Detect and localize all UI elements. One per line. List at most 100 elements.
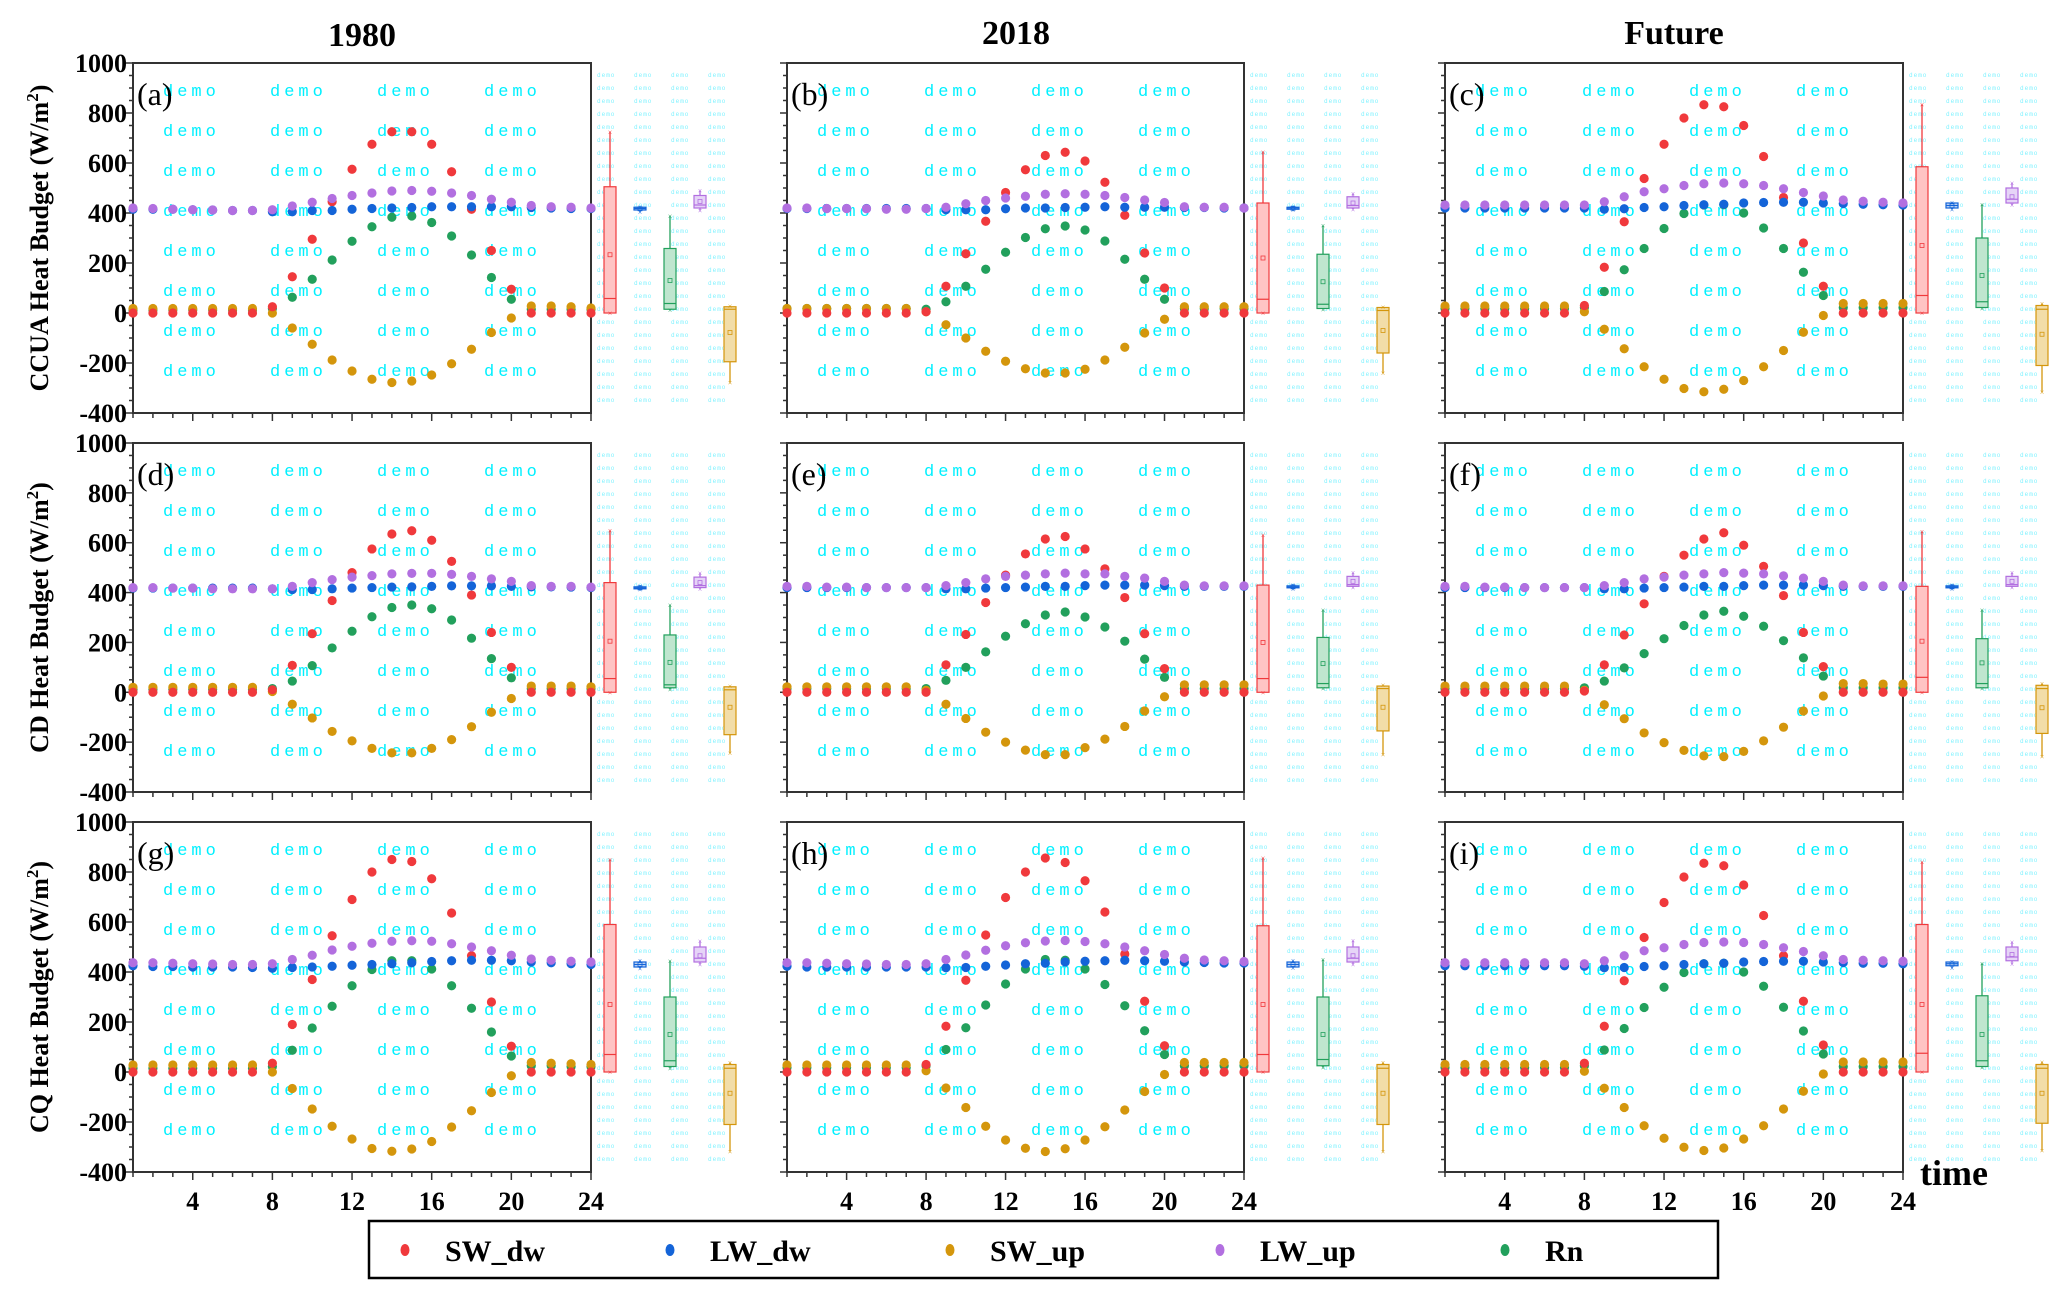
box-plot-LW_up: ××	[2005, 179, 2019, 210]
data-point-LW_up	[1500, 958, 1510, 968]
data-point-LW_dw	[367, 959, 377, 970]
watermark-text: demo	[1324, 306, 1342, 313]
data-point-Rn	[1818, 671, 1828, 681]
data-point-SW_up	[1639, 362, 1649, 372]
watermark-text: demo	[1361, 137, 1379, 144]
watermark-text: demo	[2020, 1013, 2038, 1020]
watermark-text: demo	[1361, 241, 1379, 248]
watermark-text: demo	[2020, 1143, 2038, 1150]
box-plots: ××××××××××	[603, 128, 737, 388]
watermark-text: demo	[1983, 228, 2001, 235]
watermark-text: demo	[817, 1122, 874, 1141]
data-point-SW_dw	[1858, 308, 1868, 318]
data-point-SW_dw	[961, 629, 971, 640]
watermark-text: demo	[1287, 137, 1305, 144]
watermark-text: demo	[597, 319, 615, 326]
box-min-marker: ×	[1351, 961, 1356, 970]
watermark-text: demo	[1287, 1091, 1305, 1098]
data-point-SW_dw	[1520, 687, 1530, 697]
watermark-text: demo	[1689, 882, 1746, 901]
data-point-SW_up	[1520, 1059, 1530, 1070]
data-point-Rn	[1060, 221, 1070, 231]
column-title-1980: 1980	[328, 17, 396, 54]
data-point-LW_dw	[1060, 581, 1070, 591]
data-point-SW_dw	[861, 1067, 872, 1077]
data-point-SW_dw	[1040, 853, 1050, 863]
data-point-Rn	[327, 255, 337, 265]
data-point-SW_dw	[1460, 687, 1470, 697]
watermark-text: demo	[597, 896, 615, 903]
watermark-text: demo	[708, 831, 726, 838]
watermark-text: demo	[1287, 241, 1305, 248]
data-point-LW_up	[1759, 939, 1769, 950]
watermark-text: demo	[1250, 751, 1268, 758]
data-point-LW_dw	[1759, 197, 1769, 208]
watermark-text: demo	[1475, 1002, 1532, 1021]
watermark-text: demo	[1983, 1078, 2001, 1085]
watermark-text: demo	[1250, 397, 1268, 404]
watermark-text: demo	[671, 306, 689, 313]
watermark-text: demo	[1983, 241, 2001, 248]
watermark-text: demo	[1983, 764, 2001, 771]
data-point-Rn	[367, 612, 377, 622]
watermark-text: demo	[634, 1065, 652, 1072]
data-point-SW_up	[347, 1134, 357, 1144]
watermark-text: demo	[597, 857, 615, 864]
watermark-text: demo	[1287, 1052, 1305, 1059]
watermark-text: demo	[708, 150, 726, 157]
data-point-SW_up	[1818, 1069, 1828, 1079]
watermark-text: demo	[2020, 1117, 2038, 1124]
watermark-text: demo	[1983, 1143, 2001, 1150]
box-plot-SW_up: ××	[723, 1059, 737, 1156]
watermark-text: demo	[2020, 306, 2038, 313]
series-SW_up	[782, 1057, 1249, 1157]
y-tick-label: 0	[114, 299, 127, 328]
watermark-text: demo	[1983, 202, 2001, 209]
watermark-text: demo	[1287, 293, 1305, 300]
data-point-SW_up	[427, 743, 437, 753]
watermark-text: demo	[708, 452, 726, 459]
data-point-Rn	[1719, 606, 1729, 616]
watermark-text: demo	[377, 703, 434, 722]
watermark-text: demo	[1946, 831, 1964, 838]
watermark-text: demo	[671, 1039, 689, 1046]
data-point-SW_up	[1599, 700, 1609, 710]
watermark-text: demo	[2020, 595, 2038, 602]
watermark-text: demo	[1909, 384, 1927, 391]
watermark-text: demo	[1361, 647, 1379, 654]
data-point-LW_dw	[1599, 963, 1609, 973]
data-point-LW_up	[307, 197, 317, 207]
watermark-text: demo	[1031, 123, 1088, 142]
watermark-text: demo	[1983, 1117, 2001, 1124]
data-point-SW_up	[566, 1059, 576, 1069]
watermark-text: demo	[2020, 254, 2038, 261]
watermark-text: demo	[1287, 974, 1305, 981]
legend-label: Rn	[1545, 1235, 1584, 1268]
watermark-text: demo	[597, 163, 615, 170]
data-point-SW_up	[1619, 1102, 1629, 1113]
watermark-text: demo	[671, 1065, 689, 1072]
watermark-text: demo	[634, 883, 652, 890]
x-tick-label: 12	[1651, 1187, 1677, 1216]
watermark-text: demo	[2020, 124, 2038, 131]
watermark-text: demo	[1324, 1039, 1342, 1046]
data-point-Rn	[1120, 636, 1130, 646]
data-point-SW_dw	[1539, 687, 1550, 697]
watermark-text: demo	[1946, 465, 1964, 472]
data-point-SW_up	[1040, 1146, 1050, 1157]
data-point-SW_up	[1858, 298, 1868, 309]
box-plot-Rn: ××	[1975, 200, 1989, 314]
watermark-text: demo	[597, 777, 615, 784]
box-max-marker: ×	[1381, 681, 1386, 690]
data-point-SW_dw	[526, 1067, 536, 1077]
watermark-text: demo	[1946, 764, 1964, 771]
watermark-text: demo	[1909, 777, 1927, 784]
data-point-SW_dw	[208, 1067, 218, 1077]
box-body	[1316, 996, 1330, 1067]
data-point-SW_dw	[1659, 139, 1669, 149]
watermark-text: demo	[1287, 1130, 1305, 1137]
data-point-LW_up	[1460, 958, 1470, 968]
watermark-text: demo	[634, 137, 652, 144]
watermark-text: demo	[1031, 83, 1088, 102]
